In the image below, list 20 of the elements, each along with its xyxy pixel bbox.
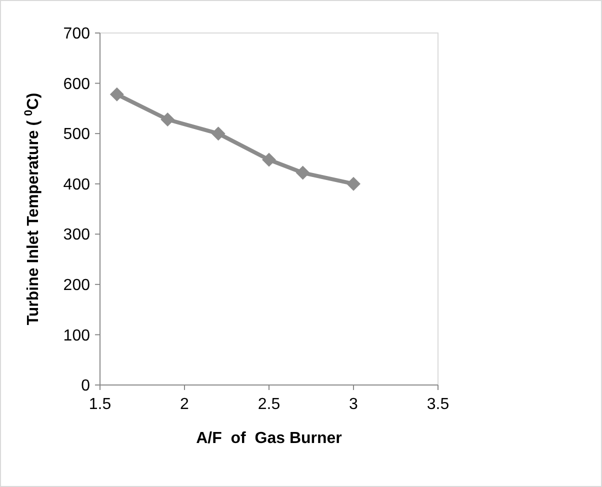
y-tick-label: 500 xyxy=(63,126,90,144)
x-tick-label: 2 xyxy=(180,396,190,413)
point xyxy=(110,87,124,102)
y-tick-label: 700 xyxy=(63,26,90,43)
point xyxy=(211,126,226,141)
point xyxy=(346,176,360,191)
x-axis-title: A/F of Gas Burner xyxy=(196,430,342,447)
y-tick-label: 0 xyxy=(81,378,90,395)
point xyxy=(296,166,310,180)
y-tick-label: 400 xyxy=(63,176,90,194)
x-tick-label: 1.5 xyxy=(88,396,112,413)
y-tick-label: 100 xyxy=(63,327,90,344)
y-tick-label: 300 xyxy=(63,226,90,244)
y-tick-label: 600 xyxy=(63,76,90,93)
point xyxy=(262,152,276,167)
x-tick-label: 3 xyxy=(349,396,358,413)
x-tick-label: 3.5 xyxy=(426,396,450,413)
point xyxy=(160,112,175,126)
x-tick-label: 2.5 xyxy=(258,396,280,413)
y-tick-label: 200 xyxy=(63,277,90,294)
